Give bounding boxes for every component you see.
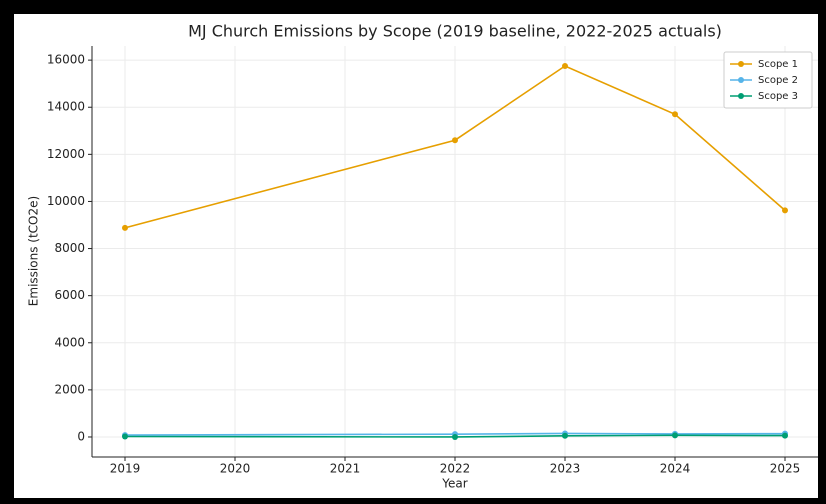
data-point [122,224,128,231]
data-point [562,63,568,70]
x-tick-label: 2021 [330,462,361,476]
data-point [452,433,458,440]
y-tick-label: 16000 [47,53,85,67]
x-tick-label: 2025 [770,462,801,476]
x-tick-label: 2019 [110,462,141,476]
legend-label: Scope 2 [758,75,798,86]
chart-background [14,14,818,498]
data-point [782,207,788,214]
y-tick-label: 4000 [54,335,85,349]
y-tick-label: 6000 [54,288,85,302]
x-tick-label: 2024 [660,462,691,476]
data-point [782,432,788,439]
y-tick-label: 0 [77,429,85,443]
y-tick-label: 8000 [54,241,85,255]
legend-marker [738,61,744,67]
x-tick-label: 2020 [220,462,251,476]
legend-label: Scope 1 [758,59,798,70]
data-point [562,432,568,439]
legend-label: Scope 3 [758,91,798,102]
x-axis-label: Year [441,477,467,491]
y-tick-label: 12000 [47,147,85,161]
legend-marker [738,77,744,83]
y-tick-label: 2000 [54,382,85,396]
y-tick-label: 14000 [47,100,85,114]
y-axis-label: Emissions (tCO2e) [27,196,41,306]
data-point [672,111,678,118]
chart-title: MJ Church Emissions by Scope (2019 basel… [188,22,722,41]
x-tick-label: 2023 [550,462,581,476]
y-tick-label: 10000 [47,194,85,208]
data-point [122,433,128,440]
x-tick-label: 2022 [440,462,471,476]
legend-marker [738,93,744,99]
legend-box [723,51,813,109]
data-point [672,432,678,439]
data-point [452,137,458,144]
